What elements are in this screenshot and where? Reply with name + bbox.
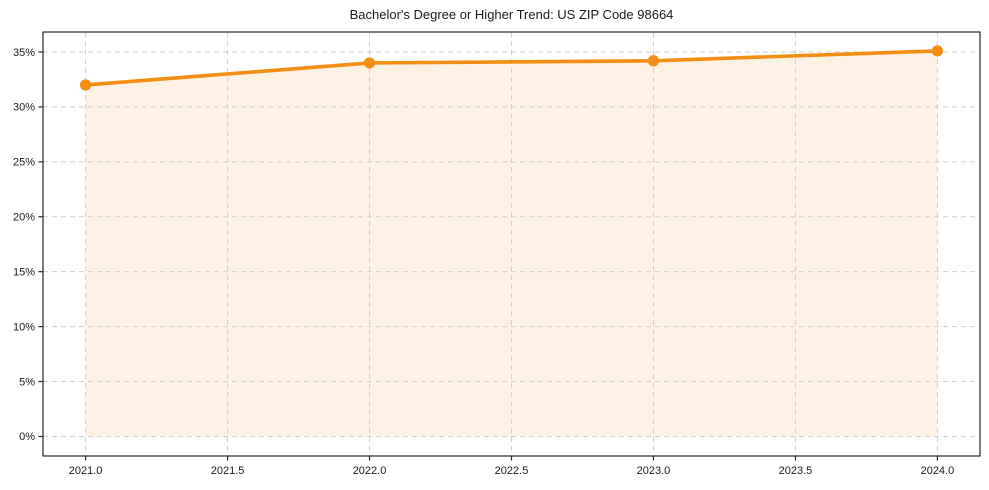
y-axis-tick-label: 35%: [13, 47, 35, 59]
x-axis-tick-label: 2021.5: [211, 465, 245, 477]
y-axis-tick-label: 20%: [13, 212, 35, 224]
trend-line: [83, 49, 940, 87]
y-axis-tick-label: 10%: [13, 321, 35, 333]
data-point-marker: [931, 45, 944, 57]
x-axis-tick-label: 2022.5: [495, 465, 529, 477]
data-point-marker: [647, 55, 660, 67]
y-axis-tick-label: 0%: [19, 431, 35, 443]
x-axis-tick-label: 2022.0: [353, 465, 387, 477]
y-axis-tick-label: 15%: [13, 266, 35, 278]
y-axis-tick-label: 30%: [13, 102, 35, 114]
y-axis-tick-label: 25%: [13, 157, 35, 169]
y-axis-tick-label: 5%: [19, 376, 35, 388]
x-axis-tick-label: 2024.0: [921, 465, 955, 477]
x-axis-tick-label: 2023.5: [779, 465, 813, 477]
x-axis-tick-label: 2023.0: [637, 465, 671, 477]
x-axis-tick-label: 2021.0: [69, 465, 103, 477]
data-point-marker: [363, 57, 376, 69]
data-point-marker: [79, 79, 92, 91]
chart-title: Bachelor's Degree or Higher Trend: US ZI…: [349, 7, 674, 22]
